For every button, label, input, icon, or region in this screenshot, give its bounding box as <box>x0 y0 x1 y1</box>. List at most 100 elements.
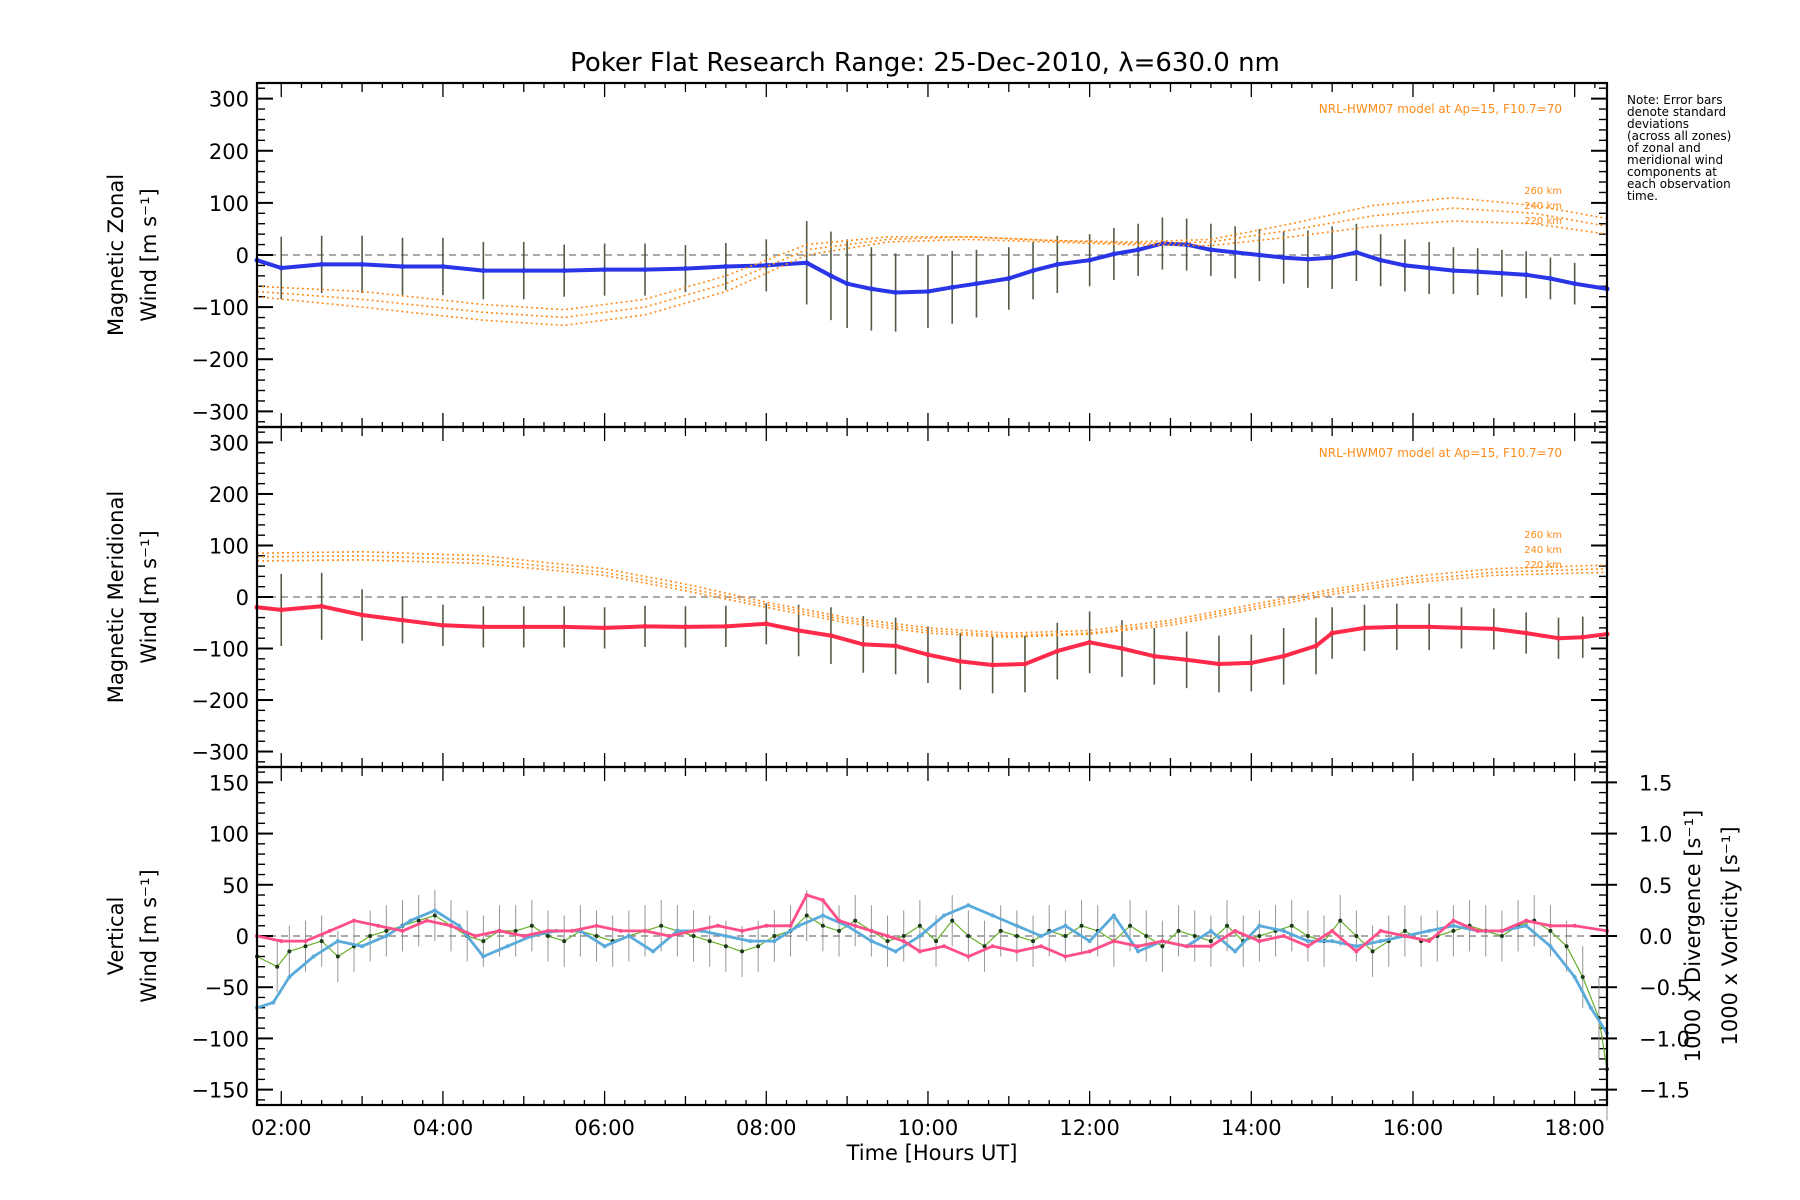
panel-1: 300 200 100 0 −100 −200 −300 NRL-HWM07 model at… <box>104 81 1610 429</box>
data-point <box>360 944 365 949</box>
data-point <box>1426 624 1432 630</box>
data-point <box>853 918 858 923</box>
data-point <box>740 949 745 954</box>
data-point <box>327 928 332 933</box>
data-point <box>311 954 316 959</box>
model-altitude-label: 260 km <box>1524 530 1562 541</box>
series-hwm07-240-km <box>256 554 1608 637</box>
data-point <box>1160 939 1165 944</box>
y-tick-label: 50 <box>222 874 249 898</box>
data-point <box>1330 939 1335 944</box>
data-point <box>1588 1005 1593 1010</box>
data-point <box>820 923 825 928</box>
data-point <box>740 928 745 933</box>
data-point <box>1063 923 1068 928</box>
data-point <box>1523 272 1529 278</box>
data-point <box>925 652 931 658</box>
data-point <box>828 633 834 639</box>
data-point <box>1087 949 1092 954</box>
data-point <box>1281 255 1287 261</box>
data-point <box>1111 913 1116 918</box>
data-point <box>772 939 777 944</box>
data-point <box>1426 265 1432 271</box>
y-tick-label: −100 <box>191 1027 249 1051</box>
y-axis-label: Magnetic Meridional <box>104 491 128 703</box>
y2-tick-label: 0.5 <box>1639 874 1672 898</box>
data-point <box>521 934 526 938</box>
y-axis-label: Vertical <box>104 897 128 976</box>
y-tick-label: 100 <box>209 192 249 216</box>
data-point <box>1281 653 1287 659</box>
data-point <box>1305 939 1310 944</box>
series-line <box>256 554 1608 637</box>
model-altitude-label: 240 km <box>1524 545 1562 556</box>
data-point <box>804 893 809 898</box>
data-point <box>1022 661 1028 667</box>
data-point <box>1523 630 1529 636</box>
data-point <box>1030 268 1036 274</box>
y2-tick-label: 1.0 <box>1639 823 1672 847</box>
data-point <box>682 266 688 272</box>
data-point <box>748 939 753 944</box>
data-point <box>651 949 656 954</box>
data-point <box>480 624 486 630</box>
data-point <box>449 923 454 928</box>
data-point <box>602 625 608 631</box>
data-point <box>1208 928 1213 933</box>
data-point <box>570 928 575 933</box>
data-point <box>1524 918 1529 923</box>
data-point <box>763 621 769 627</box>
note-line: components at <box>1627 165 1717 179</box>
data-point <box>319 603 325 609</box>
data-point <box>1305 934 1310 938</box>
data-point <box>723 263 729 269</box>
panel-3: 150 100 50 0 −50 −100 −150 1.5 1.0 0.5 0.0 −0.5 −1.0… <box>104 765 1742 1165</box>
data-point <box>1184 944 1189 949</box>
data-point <box>1402 934 1407 938</box>
data-point <box>966 903 971 908</box>
data-point <box>400 617 406 623</box>
data-point <box>626 934 631 938</box>
data-point <box>893 643 899 649</box>
data-point <box>384 928 389 933</box>
data-point <box>1257 923 1262 928</box>
data-point <box>1031 939 1036 944</box>
data-point <box>820 898 825 903</box>
panel-frame <box>255 765 1609 1107</box>
data-point <box>1427 928 1432 933</box>
data-point <box>723 934 728 938</box>
data-point <box>934 939 939 944</box>
data-point <box>925 288 931 294</box>
data-point <box>521 268 527 274</box>
series-zonal-wind <box>254 217 1610 332</box>
y-tick-label: 200 <box>209 483 249 507</box>
data-point <box>682 624 688 630</box>
data-point <box>602 944 607 949</box>
data-point <box>659 923 664 928</box>
series-hwm07-220-km <box>256 559 1608 639</box>
series-line <box>256 550 1608 634</box>
data-point <box>917 934 922 938</box>
data-point <box>287 974 292 979</box>
data-point <box>1572 974 1577 979</box>
data-point <box>1087 939 1092 944</box>
data-point <box>764 923 769 928</box>
model-altitude-label: 260 km <box>1524 186 1562 197</box>
note-line: each observation <box>1627 177 1731 191</box>
data-point <box>869 939 874 944</box>
data-point <box>1450 268 1456 274</box>
data-point <box>1248 660 1254 666</box>
data-point <box>1136 949 1141 954</box>
data-point <box>546 934 551 938</box>
data-point <box>359 261 365 267</box>
data-point <box>1111 939 1116 944</box>
series-hwm07-220-km <box>256 220 1608 327</box>
data-point <box>1548 944 1553 949</box>
data-point <box>1394 624 1400 630</box>
data-point <box>1305 944 1310 949</box>
y-tick-label: 200 <box>209 140 249 164</box>
data-point <box>1257 939 1262 944</box>
data-point <box>1233 949 1238 954</box>
data-point <box>869 928 874 933</box>
